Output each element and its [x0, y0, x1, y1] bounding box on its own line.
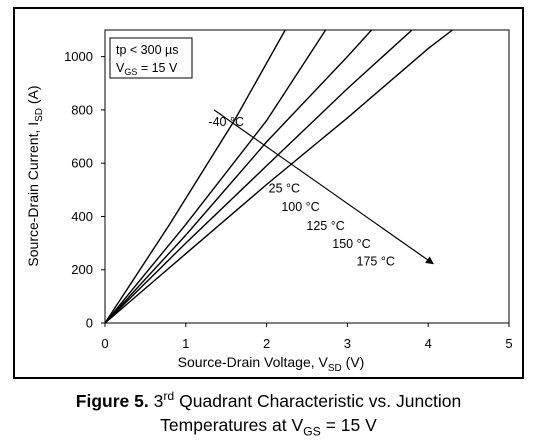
caption-label: Figure 5.	[75, 390, 149, 411]
plot-area	[104, 29, 510, 324]
temperature-label: -40 °C	[208, 115, 244, 129]
series-line-2	[104, 29, 373, 324]
y-tick-label: 600	[71, 156, 93, 171]
x-tick-label: 5	[505, 336, 512, 351]
temperature-label: 150 °C	[332, 237, 370, 251]
caption-text-2b: = 15 V	[320, 414, 377, 435]
x-tick-label: 1	[182, 336, 189, 351]
caption-sup: rd	[163, 389, 175, 403]
temperature-label: 125 °C	[306, 219, 344, 233]
conditions-line-2: VGS = 15 V	[116, 61, 178, 77]
figure-frame	[13, 7, 524, 379]
temperature-label: 25 °C	[269, 181, 300, 195]
caption-text-1a: 3	[148, 390, 164, 411]
caption-sub: GS	[303, 424, 321, 439]
x-tick-label: 4	[425, 336, 432, 351]
temperature-label: 175 °C	[357, 255, 395, 269]
series-line-0	[104, 29, 286, 324]
series-line-3	[104, 29, 413, 324]
y-tick-label: 0	[86, 316, 93, 331]
temperature-trend-arrow	[213, 109, 434, 265]
temperature-labels: -40 °C 25 °C 100 °C 125 °C 150 °C 175 °C	[208, 115, 394, 269]
y-axis-title: Source-Drain Current, ISD (A)	[25, 85, 45, 266]
series-line-4	[104, 29, 453, 324]
series-curves	[104, 29, 453, 324]
x-tick-label: 2	[263, 336, 270, 351]
series-line-1	[104, 29, 327, 324]
temperature-label: 100 °C	[281, 200, 319, 214]
conditions-line-1: tp < 300 µs	[116, 43, 178, 57]
conditions-box: tp < 300 µs VGS = 15 V	[109, 37, 193, 79]
y-axis-ticks: 0 200 400 600 800 1000	[64, 49, 105, 331]
y-tick-label: 400	[71, 209, 93, 224]
iv-chart: 0 1 2 3 4 5 0 200 400 600 800 1000 -40 °C 25 °C 100 …	[25, 29, 513, 374]
x-axis-ticks: 0 1 2 3 4 5	[101, 323, 513, 351]
x-tick-label: 0	[101, 336, 108, 351]
caption-text-1b: Quadrant Characteristic vs. Junction	[174, 390, 462, 411]
caption-text-2a: Temperatures at V	[160, 414, 304, 435]
caption-line-2: Temperatures at VGS = 15 V	[0, 413, 537, 443]
y-tick-label: 200	[71, 262, 93, 277]
caption-line-1: Figure 5. 3rd Quadrant Characteristic vs…	[0, 384, 537, 413]
figure-caption: Figure 5. 3rd Quadrant Characteristic vs…	[0, 384, 537, 443]
y-tick-label: 800	[71, 102, 93, 117]
x-tick-label: 3	[344, 336, 351, 351]
x-axis-title: Source-Drain Voltage, VSD (V)	[178, 354, 365, 374]
y-tick-label: 1000	[64, 49, 93, 64]
